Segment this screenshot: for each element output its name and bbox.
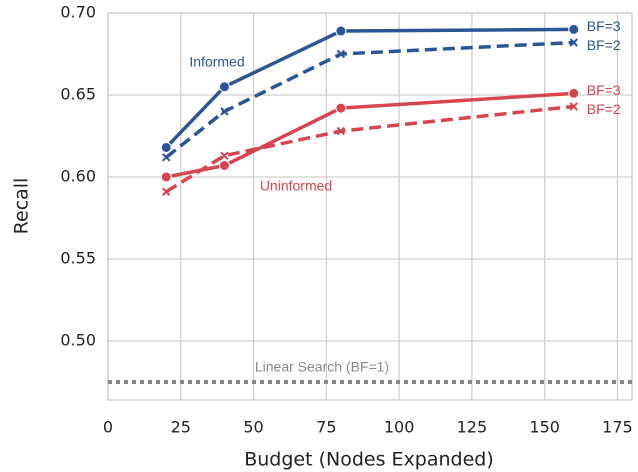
series-line (165, 40, 574, 159)
x-tick-label: 175 (602, 418, 633, 437)
point (160, 171, 172, 183)
x-tick-label: 25 (171, 418, 191, 437)
y-tick-label: 0.55 (60, 248, 96, 267)
x-axis-label: Budget (Nodes Expanded) (244, 449, 494, 471)
point (335, 102, 347, 114)
x-tick-label: 75 (316, 418, 336, 437)
x-tick-label: 150 (529, 418, 560, 437)
point (162, 153, 171, 162)
point (218, 160, 230, 172)
point (160, 141, 172, 153)
point (220, 151, 229, 160)
series-label: BF=3 (587, 82, 621, 98)
point (569, 38, 578, 47)
annotation: Informed (189, 54, 244, 70)
y-axis-label: Recall (11, 178, 33, 235)
series-label: BF=2 (587, 37, 621, 53)
x-tick-label: 125 (457, 418, 488, 437)
series-label: BF=2 (587, 101, 621, 117)
point (162, 187, 171, 196)
series-label: BF=3 (587, 18, 621, 34)
point (335, 25, 347, 37)
series-line (165, 91, 574, 179)
y-tick-label: 0.60 (60, 166, 96, 185)
point (568, 87, 580, 99)
point (336, 49, 346, 59)
point (218, 81, 230, 93)
point (568, 23, 580, 35)
series-line (165, 104, 574, 194)
reference-label: Linear Search (BF=1) (255, 359, 389, 375)
plot-frame (107, 12, 633, 401)
point (220, 107, 229, 116)
x-tick-label: 50 (243, 418, 263, 437)
series-line (164, 27, 574, 149)
y-tick-label: 0.50 (60, 330, 96, 349)
y-tick-label: 0.65 (60, 84, 96, 103)
x-tick-label: 0 (103, 418, 113, 437)
point (569, 102, 578, 111)
point (336, 126, 346, 136)
annotation: Uninformed (260, 178, 332, 194)
x-tick-label: 100 (384, 418, 415, 437)
y-tick-label: 0.70 (60, 3, 96, 22)
